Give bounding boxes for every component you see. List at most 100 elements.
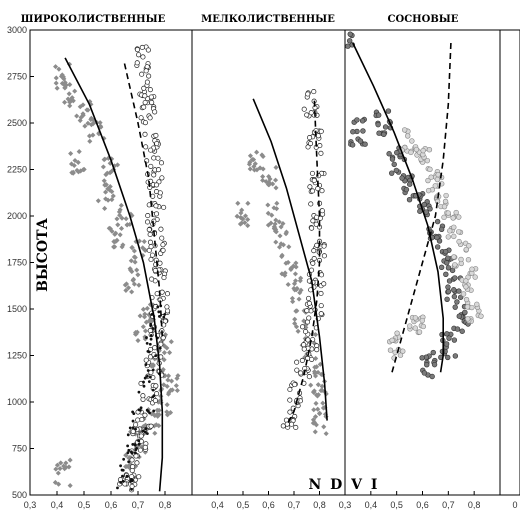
scatter-point [144, 79, 150, 85]
scatter-point [69, 95, 75, 101]
scatter-point [301, 342, 307, 348]
scatter-point [142, 120, 148, 126]
scatter-point [283, 260, 289, 266]
scatter-point [431, 361, 438, 368]
scatter-point [294, 359, 300, 365]
scatter-point [148, 163, 154, 169]
scatter-point [466, 243, 472, 249]
scatter-point [71, 162, 77, 169]
scatter-point [140, 245, 146, 251]
scatter-point [72, 88, 78, 94]
scatter-point [293, 260, 299, 266]
scatter-point [284, 421, 290, 427]
scatter-point [122, 282, 128, 288]
scatter-point [157, 310, 161, 314]
scatter-point [158, 341, 164, 347]
scatter-point [445, 255, 451, 261]
scatter-point [147, 87, 153, 93]
scatter-point [280, 221, 286, 227]
scatter-point [274, 200, 280, 206]
scatter-point [159, 175, 165, 181]
scatter-point [119, 480, 123, 484]
y-tick-label: 1000 [7, 397, 27, 407]
scatter-point [442, 198, 449, 205]
scatter-point [128, 426, 132, 430]
scatter-point [313, 221, 319, 227]
scatter-point [154, 354, 158, 358]
scatter-point [158, 346, 162, 350]
scatter-point [141, 238, 147, 245]
panel-title: ШИРОКОЛИСТВЕННЫЕ [21, 14, 166, 25]
scatter-point [359, 118, 366, 124]
scatter-point [310, 188, 316, 194]
scatter-point [452, 262, 458, 268]
scatter-point [137, 447, 143, 453]
scatter-point [350, 129, 356, 135]
scatter-point [156, 305, 160, 309]
scatter-point [142, 131, 148, 137]
scatter-point [154, 141, 160, 147]
scatter-point [251, 163, 257, 170]
scatter-point [291, 281, 298, 287]
scatter-point [134, 47, 141, 53]
scatter-point [412, 325, 419, 331]
scatter-point [130, 487, 133, 491]
scatter-point [137, 390, 141, 394]
scatter-point [130, 451, 134, 455]
x-tick-label: 0 [512, 500, 517, 510]
scatter-point [318, 303, 324, 309]
scatter-point [142, 384, 146, 388]
scatter-point [445, 234, 452, 240]
scatter-point [313, 400, 319, 406]
scatter-point [145, 47, 151, 53]
scatter-point [478, 313, 484, 319]
scatter-point [85, 107, 91, 113]
y-tick-label: 500 [12, 490, 27, 500]
scatter-point [474, 301, 480, 308]
scatter-point [129, 467, 135, 474]
scatter-point [318, 387, 324, 394]
scatter-point [306, 300, 312, 306]
scatter-point [265, 202, 271, 208]
scatter-point [117, 207, 123, 213]
scatter-point [441, 214, 447, 221]
y-tick-label: 2500 [7, 118, 27, 128]
scatter-point [78, 114, 84, 120]
scatter-point [451, 224, 457, 230]
scatter-point [441, 203, 448, 210]
scatter-point [131, 248, 137, 254]
scatter-point [386, 151, 392, 157]
scatter-point [159, 289, 165, 295]
scatter-point [451, 254, 457, 260]
scatter-point [53, 64, 59, 70]
scatter-point [314, 347, 320, 353]
scatter-point [297, 278, 303, 284]
scatter-point [318, 150, 324, 156]
scatter-point [442, 248, 449, 255]
scatter-point [307, 141, 314, 147]
scatter-point [159, 235, 165, 241]
scatter-point [406, 197, 413, 203]
scatter-point [452, 275, 458, 281]
scatter-point [421, 201, 427, 208]
scatter-point [399, 175, 405, 181]
scatter-point [318, 128, 324, 134]
scatter-point [145, 213, 151, 219]
scatter-point [148, 94, 154, 100]
scatter-point [315, 392, 322, 398]
scatter-point [247, 166, 253, 172]
scatter-point [160, 335, 166, 341]
scatter-point [401, 127, 408, 133]
y-tick-label: 2000 [7, 211, 27, 221]
scatter-point [141, 104, 147, 110]
scatter-point [279, 271, 285, 277]
scatter-point [400, 348, 406, 354]
scatter-point [129, 245, 135, 251]
scatter-point [149, 276, 155, 282]
scatter-point [416, 329, 423, 335]
scatter-point [320, 405, 326, 411]
scatter-point [154, 291, 160, 297]
scatter-point [310, 218, 316, 224]
scatter-point [115, 222, 121, 228]
scatter-point [292, 316, 298, 322]
